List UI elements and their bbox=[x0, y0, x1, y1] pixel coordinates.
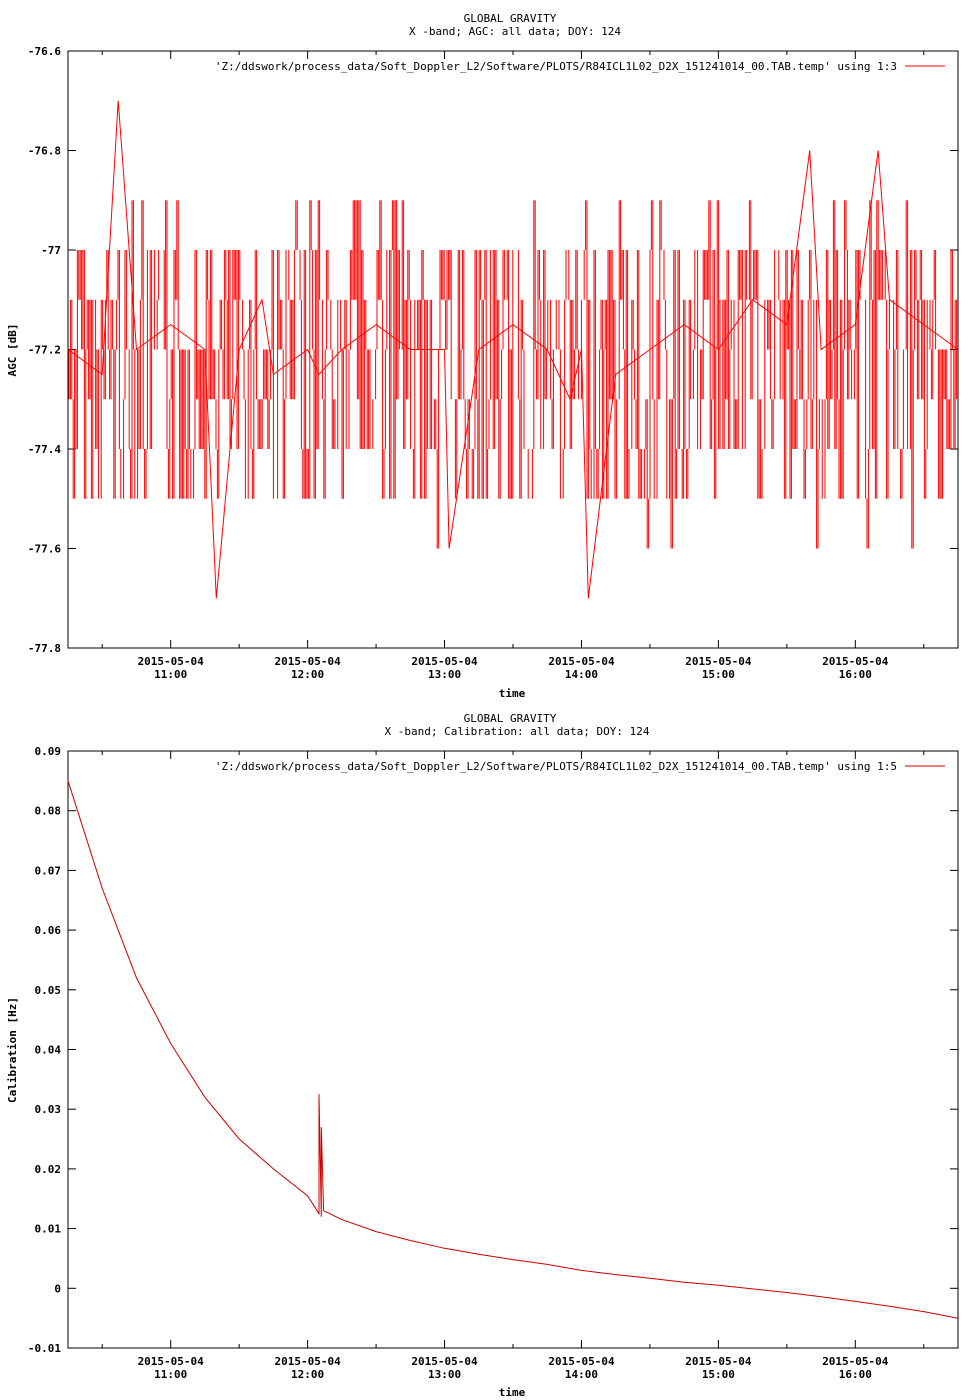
y-tick-label: 0.02 bbox=[35, 1163, 62, 1176]
agc-panel: GLOBAL GRAVITY X -band; AGC: all data; D… bbox=[6, 12, 959, 700]
x-tick-time: 11:00 bbox=[154, 668, 187, 681]
chart-title: GLOBAL GRAVITY bbox=[464, 12, 557, 25]
y-tick-label: -76.8 bbox=[28, 145, 61, 158]
x-tick-time: 12:00 bbox=[291, 1368, 324, 1381]
x-tick-date: 2015-05-04 bbox=[822, 1355, 889, 1368]
x-tick-date: 2015-05-04 bbox=[822, 655, 889, 668]
x-tick-date: 2015-05-04 bbox=[685, 1355, 752, 1368]
x-tick-date: 2015-05-04 bbox=[411, 1355, 478, 1368]
y-tick-label: -77 bbox=[41, 244, 61, 257]
y-tick-label: 0.03 bbox=[35, 1103, 62, 1116]
calibration-series-line bbox=[67, 780, 959, 1319]
y-tick-label: 0.08 bbox=[35, 805, 62, 818]
y-axis-label: Calibration [Hz] bbox=[6, 997, 19, 1103]
chart-subtitle: X -band; AGC: all data; DOY: 124 bbox=[409, 25, 621, 38]
chart-subtitle: X -band; Calibration: all data; DOY: 124 bbox=[385, 725, 650, 738]
y-tick-label: -77.2 bbox=[28, 344, 61, 357]
y-tick-label: 0 bbox=[54, 1282, 61, 1295]
x-tick-date: 2015-05-04 bbox=[274, 655, 341, 668]
x-axis-label: time bbox=[499, 1386, 526, 1399]
y-tick-label: -76.6 bbox=[28, 45, 61, 58]
y-tick-label: 0.01 bbox=[35, 1223, 62, 1236]
y-axis-label: AGC [dB] bbox=[6, 324, 19, 377]
x-axis: 2015-05-0411:002015-05-0412:002015-05-04… bbox=[101, 51, 925, 681]
x-tick-time: 11:00 bbox=[154, 1368, 187, 1381]
x-tick-time: 15:00 bbox=[702, 668, 735, 681]
x-tick-time: 13:00 bbox=[428, 668, 461, 681]
y-axis: 0.09 0.08 0.07 0.06 0.05 0.04 0.03 0.02 0.01 0 -0.… bbox=[28, 745, 958, 1355]
legend-entry: 'Z:/ddswork/process_data/Soft_Doppler_L2… bbox=[215, 60, 897, 73]
x-tick-date: 2015-05-04 bbox=[138, 1355, 205, 1368]
calibration-panel: GLOBAL GRAVITY X -band; Calibration: all… bbox=[6, 712, 959, 1399]
y-tick-label: 0.09 bbox=[35, 745, 62, 758]
x-tick-date: 2015-05-04 bbox=[548, 655, 615, 668]
x-axis-label: time bbox=[499, 687, 526, 700]
legend-entry: 'Z:/ddswork/process_data/Soft_Doppler_L2… bbox=[215, 760, 897, 773]
y-tick-label: -0.01 bbox=[28, 1342, 61, 1355]
y-tick-label: 0.06 bbox=[35, 924, 62, 937]
x-tick-time: 14:00 bbox=[565, 1368, 598, 1381]
y-tick-label: -77.8 bbox=[28, 642, 61, 655]
agc-noise-trace bbox=[68, 200, 958, 549]
x-tick-date: 2015-05-04 bbox=[548, 1355, 615, 1368]
x-tick-date: 2015-05-04 bbox=[274, 1355, 341, 1368]
x-tick-date: 2015-05-04 bbox=[685, 655, 752, 668]
y-tick-label: 0.05 bbox=[35, 984, 62, 997]
chart-title: GLOBAL GRAVITY bbox=[464, 712, 557, 725]
x-tick-time: 16:00 bbox=[839, 1368, 872, 1381]
plot-frame bbox=[67, 750, 959, 1349]
x-axis: 2015-05-0411:002015-05-0412:002015-05-04… bbox=[101, 751, 925, 1381]
y-tick-label: -77.4 bbox=[28, 443, 61, 456]
x-tick-date: 2015-05-04 bbox=[411, 655, 478, 668]
y-tick-label: 0.04 bbox=[35, 1044, 62, 1057]
x-tick-time: 14:00 bbox=[565, 668, 598, 681]
y-tick-label: -77.6 bbox=[28, 543, 61, 556]
y-tick-label: 0.07 bbox=[35, 864, 62, 877]
x-tick-time: 16:00 bbox=[839, 668, 872, 681]
x-tick-date: 2015-05-04 bbox=[138, 655, 205, 668]
x-tick-time: 12:00 bbox=[291, 668, 324, 681]
x-tick-time: 13:00 bbox=[428, 1368, 461, 1381]
x-tick-time: 15:00 bbox=[702, 1368, 735, 1381]
